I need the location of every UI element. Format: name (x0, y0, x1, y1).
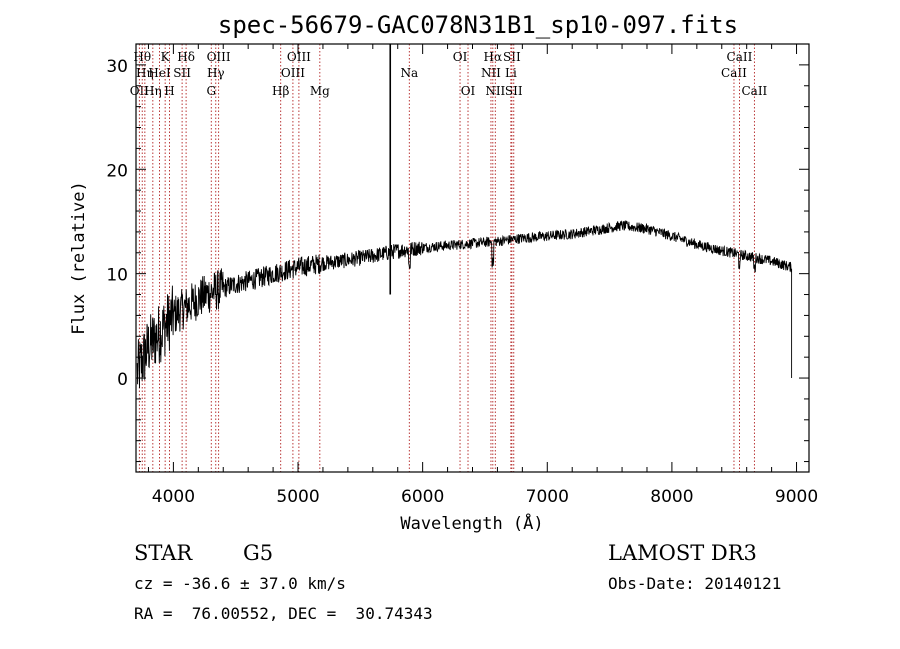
y-tick-label: 10 (106, 266, 128, 286)
observation-date: Obs-Date: 20140121 (608, 574, 782, 593)
y-axis-label: Flux (relative) (69, 181, 89, 335)
line-label: K (161, 50, 171, 64)
x-axis-label: Wavelength (Å) (400, 512, 543, 534)
line-label: Hγ (207, 66, 225, 80)
survey-name: LAMOST DR3 (608, 541, 757, 565)
x-tick-label: 8000 (650, 487, 693, 507)
line-label: OIII (281, 66, 305, 80)
y-tick-label: 30 (106, 57, 128, 77)
line-label: H (164, 84, 174, 98)
line-label: Li (505, 66, 517, 80)
x-tick-label: 7000 (526, 487, 569, 507)
y-tick-label: 0 (117, 370, 128, 390)
line-label: CaII (741, 84, 767, 98)
line-label: NII (481, 66, 501, 80)
axis-ticks: 4000 5000 6000 7000 8000 9000 0 10 20 30 (106, 43, 818, 507)
line-label: OI (453, 50, 468, 64)
line-label: OII (130, 84, 150, 98)
line-label: Hα (484, 50, 503, 64)
line-label: Hη (144, 84, 162, 98)
line-label: Mg (310, 84, 330, 98)
line-label: Hβ (272, 84, 289, 98)
line-label: SII (505, 84, 523, 98)
line-label: NII (485, 84, 505, 98)
line-label: HeI (148, 66, 171, 80)
line-label: CaII (727, 50, 753, 64)
spectral-line-markers: OIIHθHηHηHeIKHSIIHδGHγOIIIHβOIIIOIIIMgNa… (130, 44, 768, 472)
plot-frame (135, 43, 810, 473)
line-label: OIII (207, 50, 231, 64)
object-class: STAR (134, 541, 193, 565)
line-label: OI (461, 84, 476, 98)
sky-coordinates: RA = 76.00552, DEC = 30.74343 (134, 604, 433, 623)
line-label: OIII (287, 50, 311, 64)
x-tick-label: 5000 (276, 487, 319, 507)
spectrum-trace (136, 44, 793, 389)
chart-title: spec-56679-GAC078N31B1_sp10-097.fits (218, 11, 738, 39)
x-tick-label: 4000 (152, 487, 195, 507)
line-label: G (206, 84, 216, 98)
x-tick-label: 6000 (401, 487, 444, 507)
spectrum-line (136, 220, 793, 389)
x-tick-label: 9000 (775, 487, 818, 507)
line-label: CaII (721, 66, 747, 80)
line-label: Hη (136, 66, 154, 80)
line-label: Hθ (133, 50, 151, 64)
line-label: Na (400, 66, 418, 80)
line-label: Hδ (177, 50, 195, 64)
line-label: SII (173, 66, 191, 80)
object-subclass: G5 (243, 541, 274, 565)
y-tick-label: 20 (106, 161, 128, 181)
redshift-velocity: cz = -36.6 ± 37.0 km/s (134, 574, 346, 593)
line-label: SII (503, 50, 521, 64)
